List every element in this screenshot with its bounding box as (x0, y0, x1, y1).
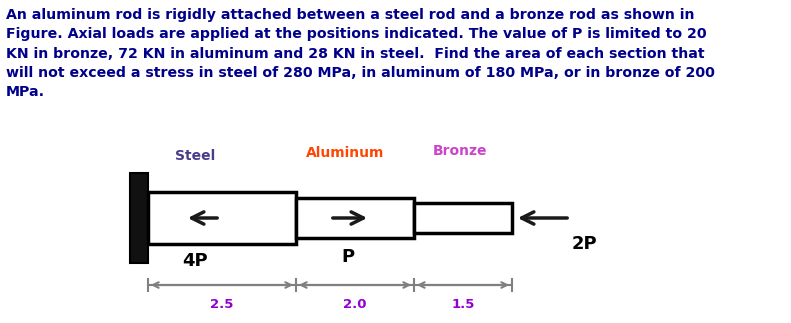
Text: 4P: 4P (182, 252, 208, 270)
Bar (296, 198, 414, 238)
Bar (414, 203, 512, 233)
Text: An aluminum rod is rigidly attached between a steel rod and a bronze rod as show: An aluminum rod is rigidly attached betw… (6, 8, 715, 99)
Bar (130, 173, 148, 263)
Text: 1.5: 1.5 (452, 298, 475, 311)
Text: Steel: Steel (175, 149, 215, 163)
Bar (148, 192, 296, 244)
Text: P: P (342, 248, 354, 266)
Text: 2.5: 2.5 (210, 298, 233, 311)
Text: Bronze: Bronze (433, 144, 487, 158)
Text: 2.0: 2.0 (343, 298, 367, 311)
Text: Aluminum: Aluminum (306, 146, 384, 160)
Text: 2P: 2P (572, 235, 598, 253)
